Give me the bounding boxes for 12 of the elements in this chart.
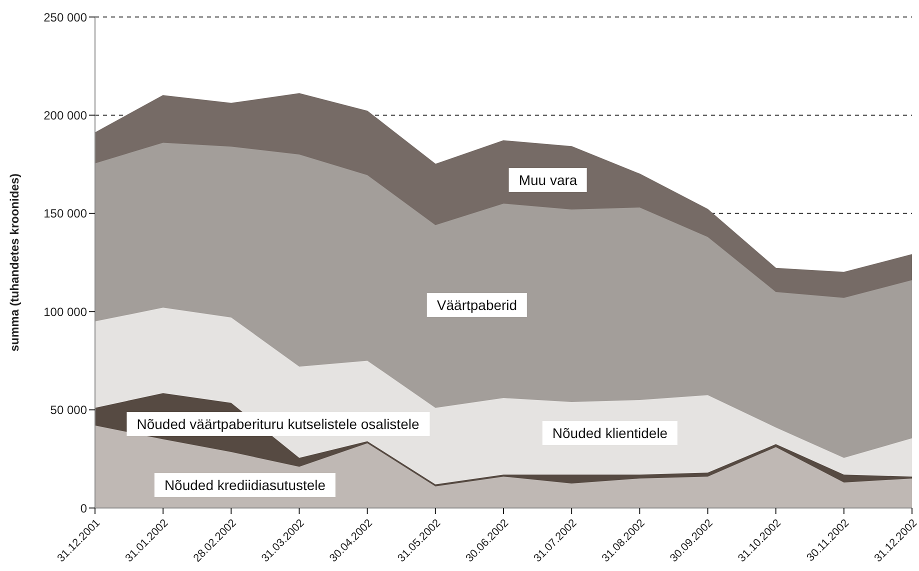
y-tick-label: 50 000 (50, 403, 88, 418)
series-label: Muu vara (508, 168, 588, 192)
y-tick-label: 150 000 (44, 206, 88, 221)
y-tick-label: 250 000 (44, 10, 88, 24)
y-axis-title: summa (tuhandetes kroonides) (7, 173, 22, 352)
series-label: Nõuded krediidiasutustele (154, 473, 336, 497)
y-tick-label: 200 000 (44, 108, 88, 122)
y-tick-label: 100 000 (44, 304, 88, 319)
y-tick-label: 0 (80, 501, 88, 516)
series-label: Nõuded klientidele (542, 421, 678, 445)
series-label: Nõuded väärtpaberituru kutselistele osalistele (126, 412, 430, 436)
series-label: Väärtpaberid (426, 293, 528, 317)
